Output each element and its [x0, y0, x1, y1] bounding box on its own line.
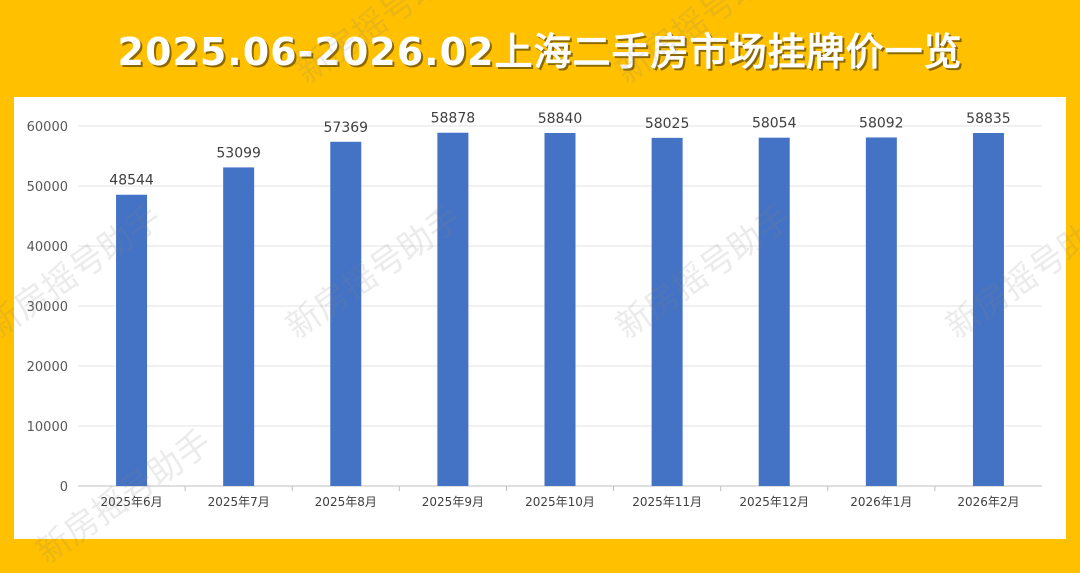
data-label: 57369	[324, 120, 369, 136]
data-label: 58092	[859, 115, 904, 131]
bar	[437, 132, 469, 486]
y-tick-label: 20000	[27, 360, 68, 375]
data-label: 53099	[216, 145, 261, 161]
x-tick-label: 2025年10月	[525, 495, 595, 509]
data-label: 58025	[645, 116, 690, 132]
y-tick-label: 30000	[27, 300, 68, 315]
bar-chart: 0 10000 20000 30000 40000 50000 60000 48544 2025…	[27, 111, 1042, 509]
x-tick-label: 2025年8月	[315, 495, 377, 509]
x-tick-label: 2025年6月	[100, 495, 162, 509]
data-label: 48544	[109, 173, 154, 189]
bar	[865, 137, 897, 486]
data-label: 58878	[431, 111, 476, 127]
bar	[758, 137, 790, 486]
y-tick-label: 50000	[27, 180, 68, 195]
y-tick-label: 60000	[27, 120, 68, 135]
y-tick-label: 0	[60, 480, 68, 495]
data-label: 58840	[538, 111, 583, 127]
y-tick-label: 10000	[27, 420, 68, 435]
bar	[330, 141, 362, 486]
bar	[651, 137, 683, 486]
bar	[223, 167, 255, 486]
x-tick-label: 2025年11月	[632, 495, 702, 509]
x-tick-label: 2025年12月	[739, 495, 809, 509]
x-tick-label: 2025年7月	[208, 495, 270, 509]
x-tick-label: 2026年2月	[957, 495, 1019, 509]
y-tick-label: 40000	[27, 240, 68, 255]
chart-title: 2025.06-2026.02上海二手房市场挂牌价一览	[117, 29, 963, 74]
bar	[972, 132, 1004, 487]
x-tick-label: 2025年9月	[422, 495, 484, 509]
data-label: 58054	[752, 116, 797, 132]
x-tick-label: 2026年1月	[850, 495, 912, 509]
bar	[544, 132, 576, 486]
data-label: 58835	[966, 111, 1011, 127]
bar	[116, 194, 148, 486]
